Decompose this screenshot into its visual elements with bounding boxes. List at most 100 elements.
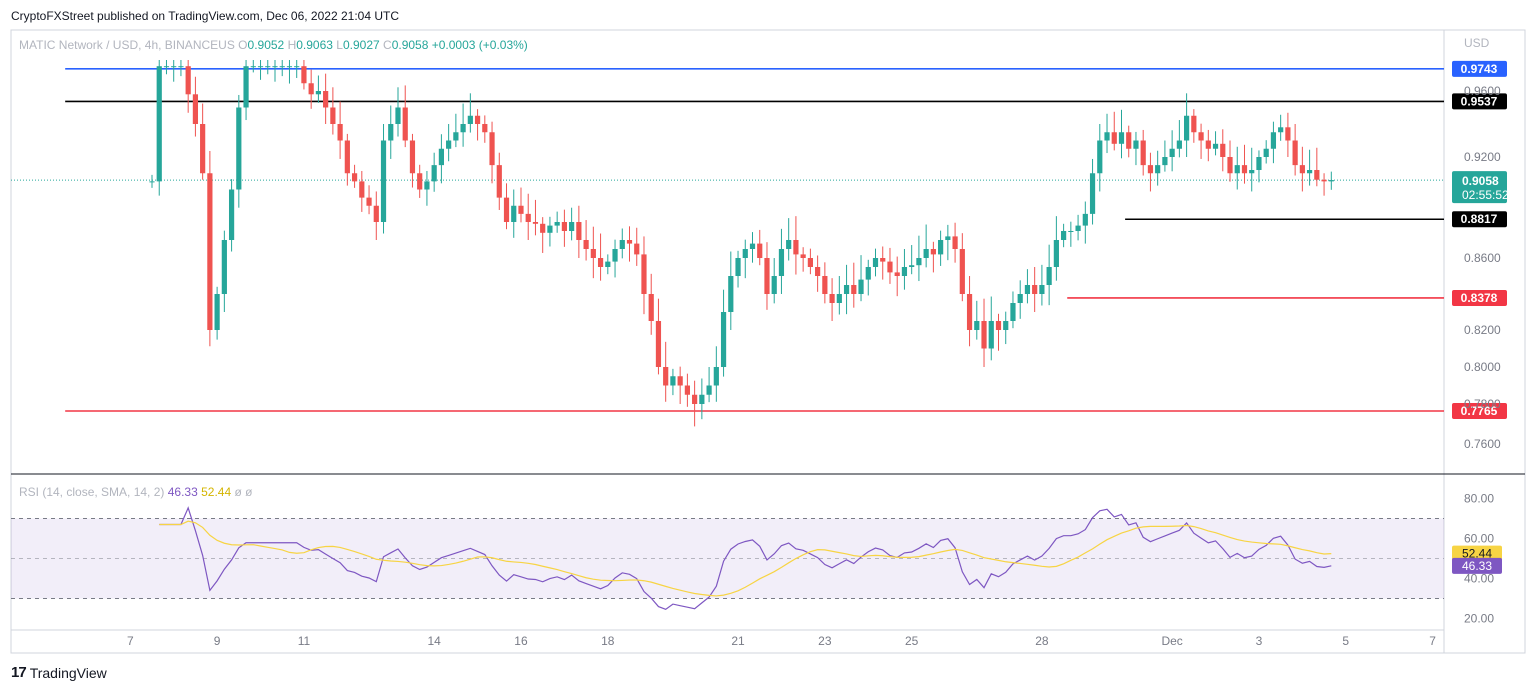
candle <box>966 294 973 330</box>
rsi-indicator-label[interactable]: RSI (14, close, SMA, 14, 2) <box>19 485 165 499</box>
rsi-band-group <box>11 518 1444 599</box>
low-label: L <box>336 38 343 52</box>
close-label: C <box>383 38 392 52</box>
candle <box>988 321 994 349</box>
candle <box>1256 157 1262 170</box>
candle <box>503 197 510 222</box>
candle <box>330 107 336 124</box>
symbol-label[interactable]: MATIC Network / USD, 4h, BINANCEUS <box>19 38 235 52</box>
candle <box>1046 267 1052 285</box>
candle <box>894 272 900 276</box>
candle <box>619 240 625 249</box>
candle <box>923 249 929 258</box>
candle <box>438 148 444 166</box>
candle <box>706 385 712 395</box>
candle <box>214 294 220 330</box>
time-tick-label: 16 <box>514 634 528 648</box>
level-tag <box>1452 93 1507 110</box>
candle <box>670 376 676 386</box>
candle <box>525 213 531 222</box>
candle <box>1220 143 1226 157</box>
candle <box>171 66 177 68</box>
change-value: +0.0003 (+0.03%) <box>431 38 528 52</box>
time-tick-label: 18 <box>601 634 615 648</box>
candle <box>178 66 184 68</box>
candles-group <box>149 60 1334 427</box>
axis-labels-group: 0.9600 0.9200 0.8600 0.8200 0.8000 0.7800 0.76… <box>127 84 1509 648</box>
candle <box>1184 115 1190 141</box>
candle <box>981 321 987 349</box>
candle <box>272 66 278 68</box>
candle <box>1097 140 1103 174</box>
candle <box>1017 294 1023 303</box>
candle <box>279 66 285 68</box>
candle <box>843 285 850 294</box>
candle <box>156 66 162 182</box>
candle <box>938 240 944 255</box>
candle <box>1263 148 1269 157</box>
candle <box>865 267 871 280</box>
candle <box>1118 132 1125 144</box>
candle <box>561 222 567 231</box>
candle <box>388 124 394 141</box>
candle <box>807 258 813 267</box>
candle <box>945 236 951 240</box>
candle <box>1169 148 1175 157</box>
current-price-label: 0.9058 <box>1462 174 1499 188</box>
candle <box>952 236 958 249</box>
candle <box>742 249 748 258</box>
currency-label[interactable]: USD <box>1464 36 1490 50</box>
tradingview-brand[interactable]: 17 TradingView <box>11 664 107 681</box>
candle <box>1140 140 1146 166</box>
candle <box>858 279 864 294</box>
candle <box>474 115 481 124</box>
candle <box>294 66 300 68</box>
level-label: 0.8817 <box>1461 212 1498 226</box>
candle <box>496 165 502 198</box>
close-value: 0.9058 <box>391 38 429 52</box>
candle <box>453 132 459 141</box>
candle <box>786 240 792 249</box>
candle <box>1104 132 1110 141</box>
candle <box>518 205 524 214</box>
candle <box>720 312 727 367</box>
candle <box>511 205 517 222</box>
time-tick-label: 9 <box>214 634 221 648</box>
time-tick-label: 14 <box>427 634 441 648</box>
price-tick-label: 0.8600 <box>1464 251 1501 265</box>
candle <box>612 249 618 262</box>
rsi-lines-group <box>159 506 1332 610</box>
rsi-sma-tag-label: 52.44 <box>1462 547 1492 561</box>
level-label: 0.8378 <box>1461 291 1498 305</box>
candle <box>467 115 473 124</box>
time-tick-label: 5 <box>1342 634 1349 648</box>
candle <box>684 385 690 395</box>
candle <box>757 243 763 258</box>
rsi-sma-tag <box>1452 545 1502 562</box>
candle <box>1162 157 1168 166</box>
level-tag <box>1452 60 1507 77</box>
candle <box>323 91 329 108</box>
candle <box>778 249 785 276</box>
price-tick-label: 0.7800 <box>1464 397 1501 411</box>
candle <box>974 321 980 330</box>
candle <box>634 243 640 255</box>
candle <box>163 66 170 68</box>
candle <box>1053 240 1059 267</box>
time-tick-label: 7 <box>1429 634 1436 648</box>
candle <box>243 66 249 108</box>
candle <box>185 66 191 95</box>
candle <box>735 258 741 276</box>
candle <box>1292 140 1298 166</box>
candle <box>265 66 271 68</box>
candle <box>200 124 206 174</box>
candle <box>344 140 350 174</box>
time-tick-label: 23 <box>818 634 832 648</box>
candle <box>402 107 408 141</box>
rsi-tick-label: 60.00 <box>1464 532 1494 546</box>
candle <box>626 240 633 244</box>
rsi-legend-value: 46.33 <box>167 485 198 499</box>
candle <box>1111 132 1117 144</box>
candle <box>822 276 828 294</box>
